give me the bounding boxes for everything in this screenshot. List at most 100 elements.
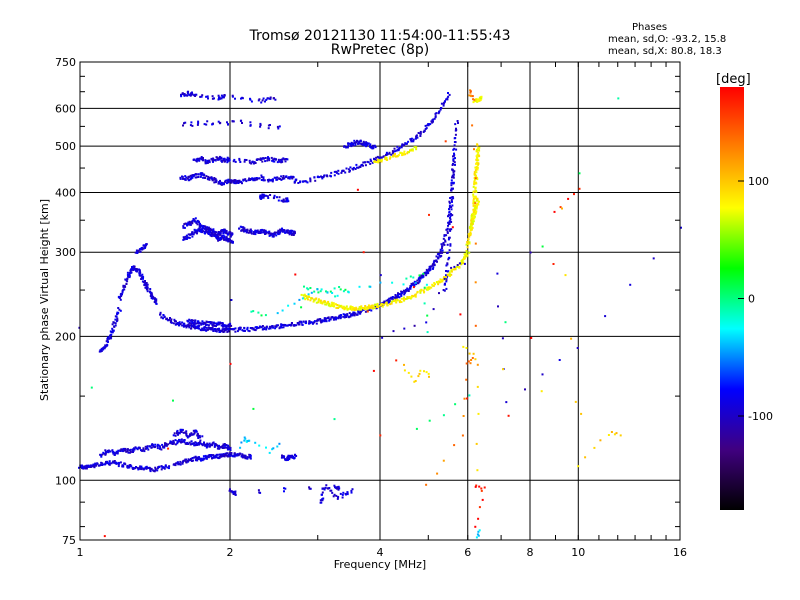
data-point — [115, 450, 118, 453]
data-point — [409, 149, 411, 152]
data-point — [307, 288, 310, 291]
data-point — [341, 493, 344, 496]
data-point — [233, 327, 236, 330]
data-point — [450, 184, 453, 187]
data-point — [253, 179, 256, 182]
data-point — [129, 464, 132, 466]
data-point — [215, 325, 217, 328]
data-point — [182, 431, 185, 434]
data-point — [470, 225, 473, 228]
data-point — [445, 264, 448, 267]
data-point — [443, 277, 446, 280]
data-point — [407, 140, 410, 143]
data-point — [288, 177, 291, 180]
data-point — [126, 273, 129, 276]
data-point — [280, 199, 283, 202]
data-point — [470, 224, 473, 227]
data-point — [103, 346, 106, 349]
data-point — [291, 454, 294, 457]
data-point — [348, 170, 351, 173]
data-point — [285, 175, 288, 178]
data-point — [212, 454, 215, 457]
data-point — [222, 182, 225, 185]
data-point — [477, 517, 480, 520]
data-point — [189, 459, 192, 461]
data-point — [124, 449, 126, 452]
data-points-layer — [78, 89, 682, 539]
data-point — [186, 436, 189, 439]
data-point — [160, 448, 163, 451]
data-point — [199, 175, 202, 178]
data-point — [276, 324, 278, 327]
data-point — [203, 123, 206, 126]
colorbar-unit-label: [deg] — [716, 72, 751, 87]
data-point — [201, 172, 203, 175]
data-point — [130, 465, 133, 468]
data-point — [222, 454, 225, 457]
data-point — [439, 250, 442, 253]
data-point — [254, 229, 257, 232]
data-point — [231, 455, 234, 458]
data-point — [475, 174, 477, 177]
data-point — [337, 172, 340, 175]
data-point — [451, 164, 454, 166]
data-point — [212, 160, 214, 163]
data-point — [355, 163, 358, 166]
data-point — [219, 179, 221, 182]
data-point — [264, 230, 267, 233]
data-point — [321, 302, 324, 305]
data-point — [395, 296, 398, 299]
data-point — [218, 157, 221, 160]
data-point — [193, 442, 195, 445]
data-point — [470, 228, 473, 231]
data-point — [198, 321, 201, 324]
data-point — [323, 300, 326, 303]
data-point — [183, 226, 186, 229]
data-point — [203, 322, 206, 325]
data-point — [273, 194, 276, 197]
data-point — [206, 120, 209, 123]
data-point — [469, 225, 472, 228]
data-point — [448, 93, 451, 96]
data-point — [222, 328, 225, 331]
data-point — [333, 484, 336, 487]
data-point — [325, 290, 327, 293]
data-point — [200, 173, 203, 176]
data-point — [288, 233, 291, 236]
data-point — [223, 454, 226, 456]
data-point — [204, 225, 207, 228]
data-point — [179, 430, 182, 433]
data-point — [373, 306, 376, 309]
data-point — [391, 150, 394, 153]
data-point — [433, 259, 436, 262]
data-point — [447, 270, 450, 273]
data-point — [353, 313, 356, 316]
data-point — [249, 178, 252, 180]
data-point — [353, 311, 356, 314]
data-point — [218, 122, 221, 125]
data-point — [277, 229, 280, 232]
data-point — [207, 227, 210, 229]
data-point — [311, 322, 314, 325]
data-point — [103, 452, 106, 455]
data-point — [413, 284, 416, 287]
data-point — [200, 156, 203, 158]
data-point — [266, 231, 268, 234]
data-point — [145, 282, 148, 284]
data-point — [191, 442, 194, 445]
data-point — [113, 453, 116, 456]
data-point — [227, 158, 230, 161]
data-point — [478, 155, 481, 158]
data-point — [451, 187, 454, 190]
data-point — [188, 318, 191, 321]
data-point — [362, 164, 364, 167]
data-point — [346, 146, 349, 149]
data-point — [194, 322, 197, 325]
data-point — [196, 220, 199, 223]
data-point — [203, 231, 206, 234]
data-point — [160, 465, 163, 468]
data-point — [584, 456, 587, 459]
data-point — [171, 441, 174, 444]
data-point — [327, 316, 330, 319]
data-point — [130, 271, 133, 274]
